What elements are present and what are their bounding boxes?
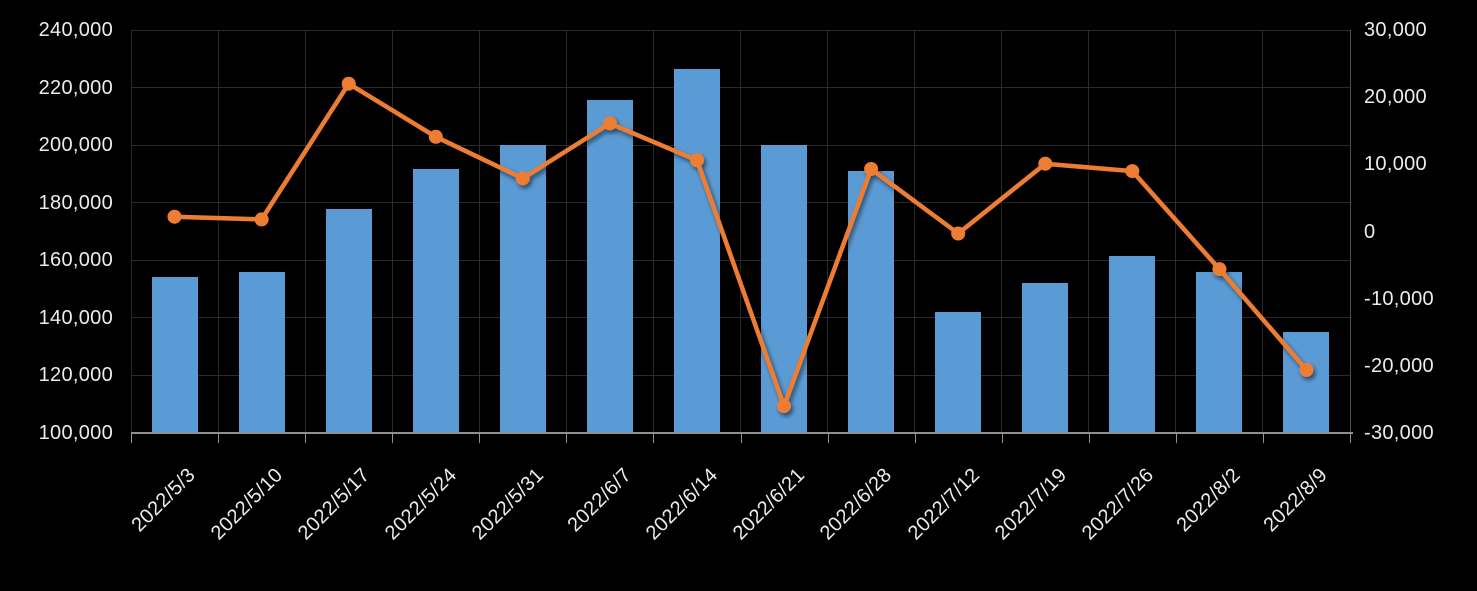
x-axis-tick xyxy=(914,434,916,443)
bar-2022/5/10 xyxy=(238,271,285,433)
right-axis-tick-label: -10,000 xyxy=(1364,287,1434,310)
line-marker-2022/7/12 xyxy=(951,226,966,241)
line-marker-2022/5/10 xyxy=(254,212,269,227)
vertical-gridline xyxy=(217,30,219,433)
right-axis-tick-label: 20,000 xyxy=(1364,86,1427,109)
right-axis-line xyxy=(1350,30,1351,433)
x-axis-label-2022/5/31: 2022/5/31 xyxy=(467,464,549,545)
bar-2022/5/3 xyxy=(151,276,198,433)
x-axis-tick xyxy=(1088,434,1090,443)
x-axis-tick xyxy=(1262,434,1264,443)
x-axis-label-2022/7/12: 2022/7/12 xyxy=(903,464,984,545)
right-axis-tick-label: 30,000 xyxy=(1364,19,1427,41)
left-axis-tick-label: 240,000 xyxy=(38,19,113,41)
vertical-gridline xyxy=(827,30,829,433)
line-marker-2022/5/17 xyxy=(341,76,356,91)
vertical-gridline xyxy=(1001,30,1003,433)
left-axis-tick-label: 200,000 xyxy=(38,134,113,157)
vertical-gridline xyxy=(1088,30,1090,433)
line-marker-2022/7/19 xyxy=(1038,156,1053,171)
bar-2022/7/12 xyxy=(935,311,982,433)
x-axis-tick xyxy=(131,434,132,443)
x-axis-tick xyxy=(218,434,220,443)
left-axis-tick-label: 100,000 xyxy=(38,422,113,444)
right-axis-tick-label: 10,000 xyxy=(1364,153,1427,176)
x-axis-tick xyxy=(305,434,307,443)
x-axis-tick xyxy=(740,434,742,443)
vertical-gridline xyxy=(652,30,654,433)
bar-2022/8/9 xyxy=(1283,331,1330,433)
vertical-gridline xyxy=(391,30,393,433)
bar-2022/7/26 xyxy=(1109,256,1156,433)
vertical-gridline xyxy=(1262,30,1264,433)
bar-2022/5/17 xyxy=(325,209,372,433)
x-axis-label-2022/6/21: 2022/6/21 xyxy=(729,464,810,545)
bar-2022/6/14 xyxy=(673,69,720,433)
x-axis-tick xyxy=(827,434,829,443)
x-axis-label-2022/5/24: 2022/5/24 xyxy=(380,464,462,545)
bar-2022/5/24 xyxy=(412,169,459,433)
x-axis-label-2022/6/28: 2022/6/28 xyxy=(816,464,897,545)
bar-2022/8/2 xyxy=(1196,271,1243,433)
left-axis-tick-label: 160,000 xyxy=(38,249,113,272)
vertical-gridline xyxy=(478,30,480,433)
line-marker-2022/5/24 xyxy=(428,129,443,144)
x-axis-tick xyxy=(1350,434,1351,443)
bar-2022/7/19 xyxy=(1022,282,1069,433)
x-axis-tick xyxy=(1001,434,1003,443)
x-axis-tick xyxy=(479,434,481,443)
line-marker-2022/5/3 xyxy=(167,209,182,224)
x-axis-label-2022/5/17: 2022/5/17 xyxy=(293,464,375,545)
x-axis-tick xyxy=(653,434,655,443)
x-axis-label-2022/8/9: 2022/8/9 xyxy=(1259,464,1333,537)
vertical-gridline xyxy=(565,30,567,433)
x-axis-tick xyxy=(566,434,568,443)
x-axis-label-2022/6/7: 2022/6/7 xyxy=(563,464,636,537)
x-axis-tick xyxy=(392,434,394,443)
bar-2022/6/21 xyxy=(761,145,808,433)
x-axis-label-2022/5/10: 2022/5/10 xyxy=(206,464,288,545)
x-axis-tick xyxy=(1175,434,1177,443)
vertical-gridline xyxy=(304,30,306,433)
vertical-gridline xyxy=(130,30,132,433)
left-axis-tick-label: 120,000 xyxy=(38,364,113,387)
x-axis-label-2022/8/2: 2022/8/2 xyxy=(1172,464,1245,537)
line-marker-2022/7/26 xyxy=(1125,164,1140,179)
x-axis-line xyxy=(131,432,1353,434)
right-axis-tick-label: 0 xyxy=(1364,220,1376,243)
bar-2022/6/28 xyxy=(848,171,895,433)
right-axis-tick-label: -20,000 xyxy=(1364,354,1434,377)
left-axis-tick-label: 140,000 xyxy=(38,306,113,329)
vertical-gridline xyxy=(914,30,916,433)
vertical-gridline xyxy=(740,30,741,433)
x-axis-label-2022/6/14: 2022/6/14 xyxy=(642,464,723,545)
x-axis-label-2022/7/19: 2022/7/19 xyxy=(990,464,1071,545)
bar-2022/6/7 xyxy=(586,99,633,433)
vertical-gridline xyxy=(1175,30,1177,433)
right-axis-tick-label: -30,000 xyxy=(1364,422,1434,444)
x-axis-label-2022/5/3: 2022/5/3 xyxy=(127,464,201,537)
left-axis-tick-label: 180,000 xyxy=(38,191,113,214)
left-axis-tick-label: 220,000 xyxy=(38,76,113,99)
x-axis-label-2022/7/26: 2022/7/26 xyxy=(1077,464,1158,545)
bar-2022/5/31 xyxy=(499,145,546,433)
